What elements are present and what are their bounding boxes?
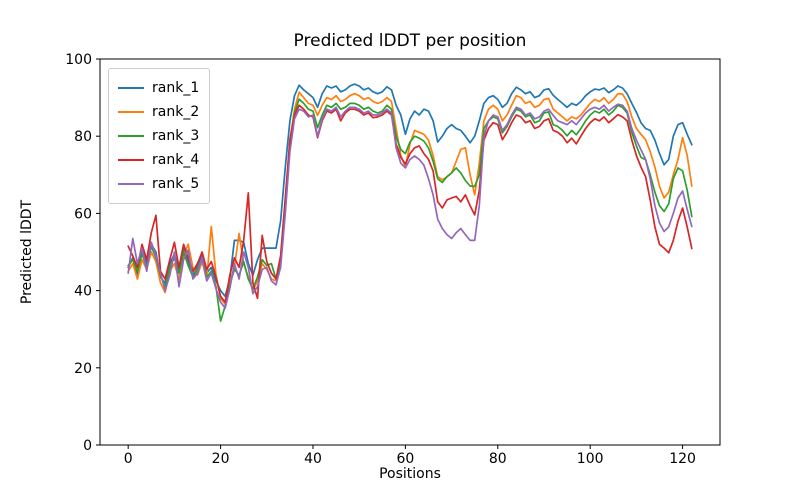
x-tick-label: 20 [212,451,230,467]
legend-swatch-line [118,159,144,161]
x-tick-label: 40 [304,451,322,467]
y-axis-label: Predicted lDDT [19,199,35,305]
y-tick-label: 100 [65,52,92,68]
legend-label: rank_5 [152,176,200,192]
plot-frame [99,58,721,446]
legend-label: rank_1 [152,80,200,96]
series-line-rank_5 [127,103,693,309]
y-tick-label: 0 [83,438,92,454]
chart-title: Predicted lDDT per position [293,31,527,51]
legend-label: rank_4 [152,152,200,168]
legend-item: rank_4 [118,148,199,172]
x-tick-label: 0 [124,451,133,467]
x-tick-label: 100 [577,451,604,467]
series-line-rank_1 [127,83,693,298]
series-line-rank_3 [127,98,693,322]
legend-swatch-line [118,183,144,185]
legend-swatch-line [118,87,144,89]
legend-item: rank_1 [118,76,199,100]
x-tick-label: 60 [396,451,414,467]
legend-swatch-line [118,111,144,113]
legend-item: rank_2 [118,100,199,124]
y-tick-label: 40 [74,284,92,300]
x-tick-label: 120 [669,451,696,467]
legend-label: rank_3 [152,128,200,144]
legend-label: rank_2 [152,104,200,120]
x-tick-label: 80 [489,451,507,467]
y-tick-label: 20 [74,361,92,377]
y-tick-label: 80 [74,129,92,145]
legend-swatch-line [118,135,144,137]
legend: rank_1 rank_2 rank_3 rank_4 rank_5 [108,68,211,204]
legend-item: rank_3 [118,124,199,148]
y-tick-label: 60 [74,206,92,222]
series-line-rank_4 [127,104,693,304]
x-axis-label: Positions [379,466,441,482]
legend-item: rank_5 [118,172,199,196]
